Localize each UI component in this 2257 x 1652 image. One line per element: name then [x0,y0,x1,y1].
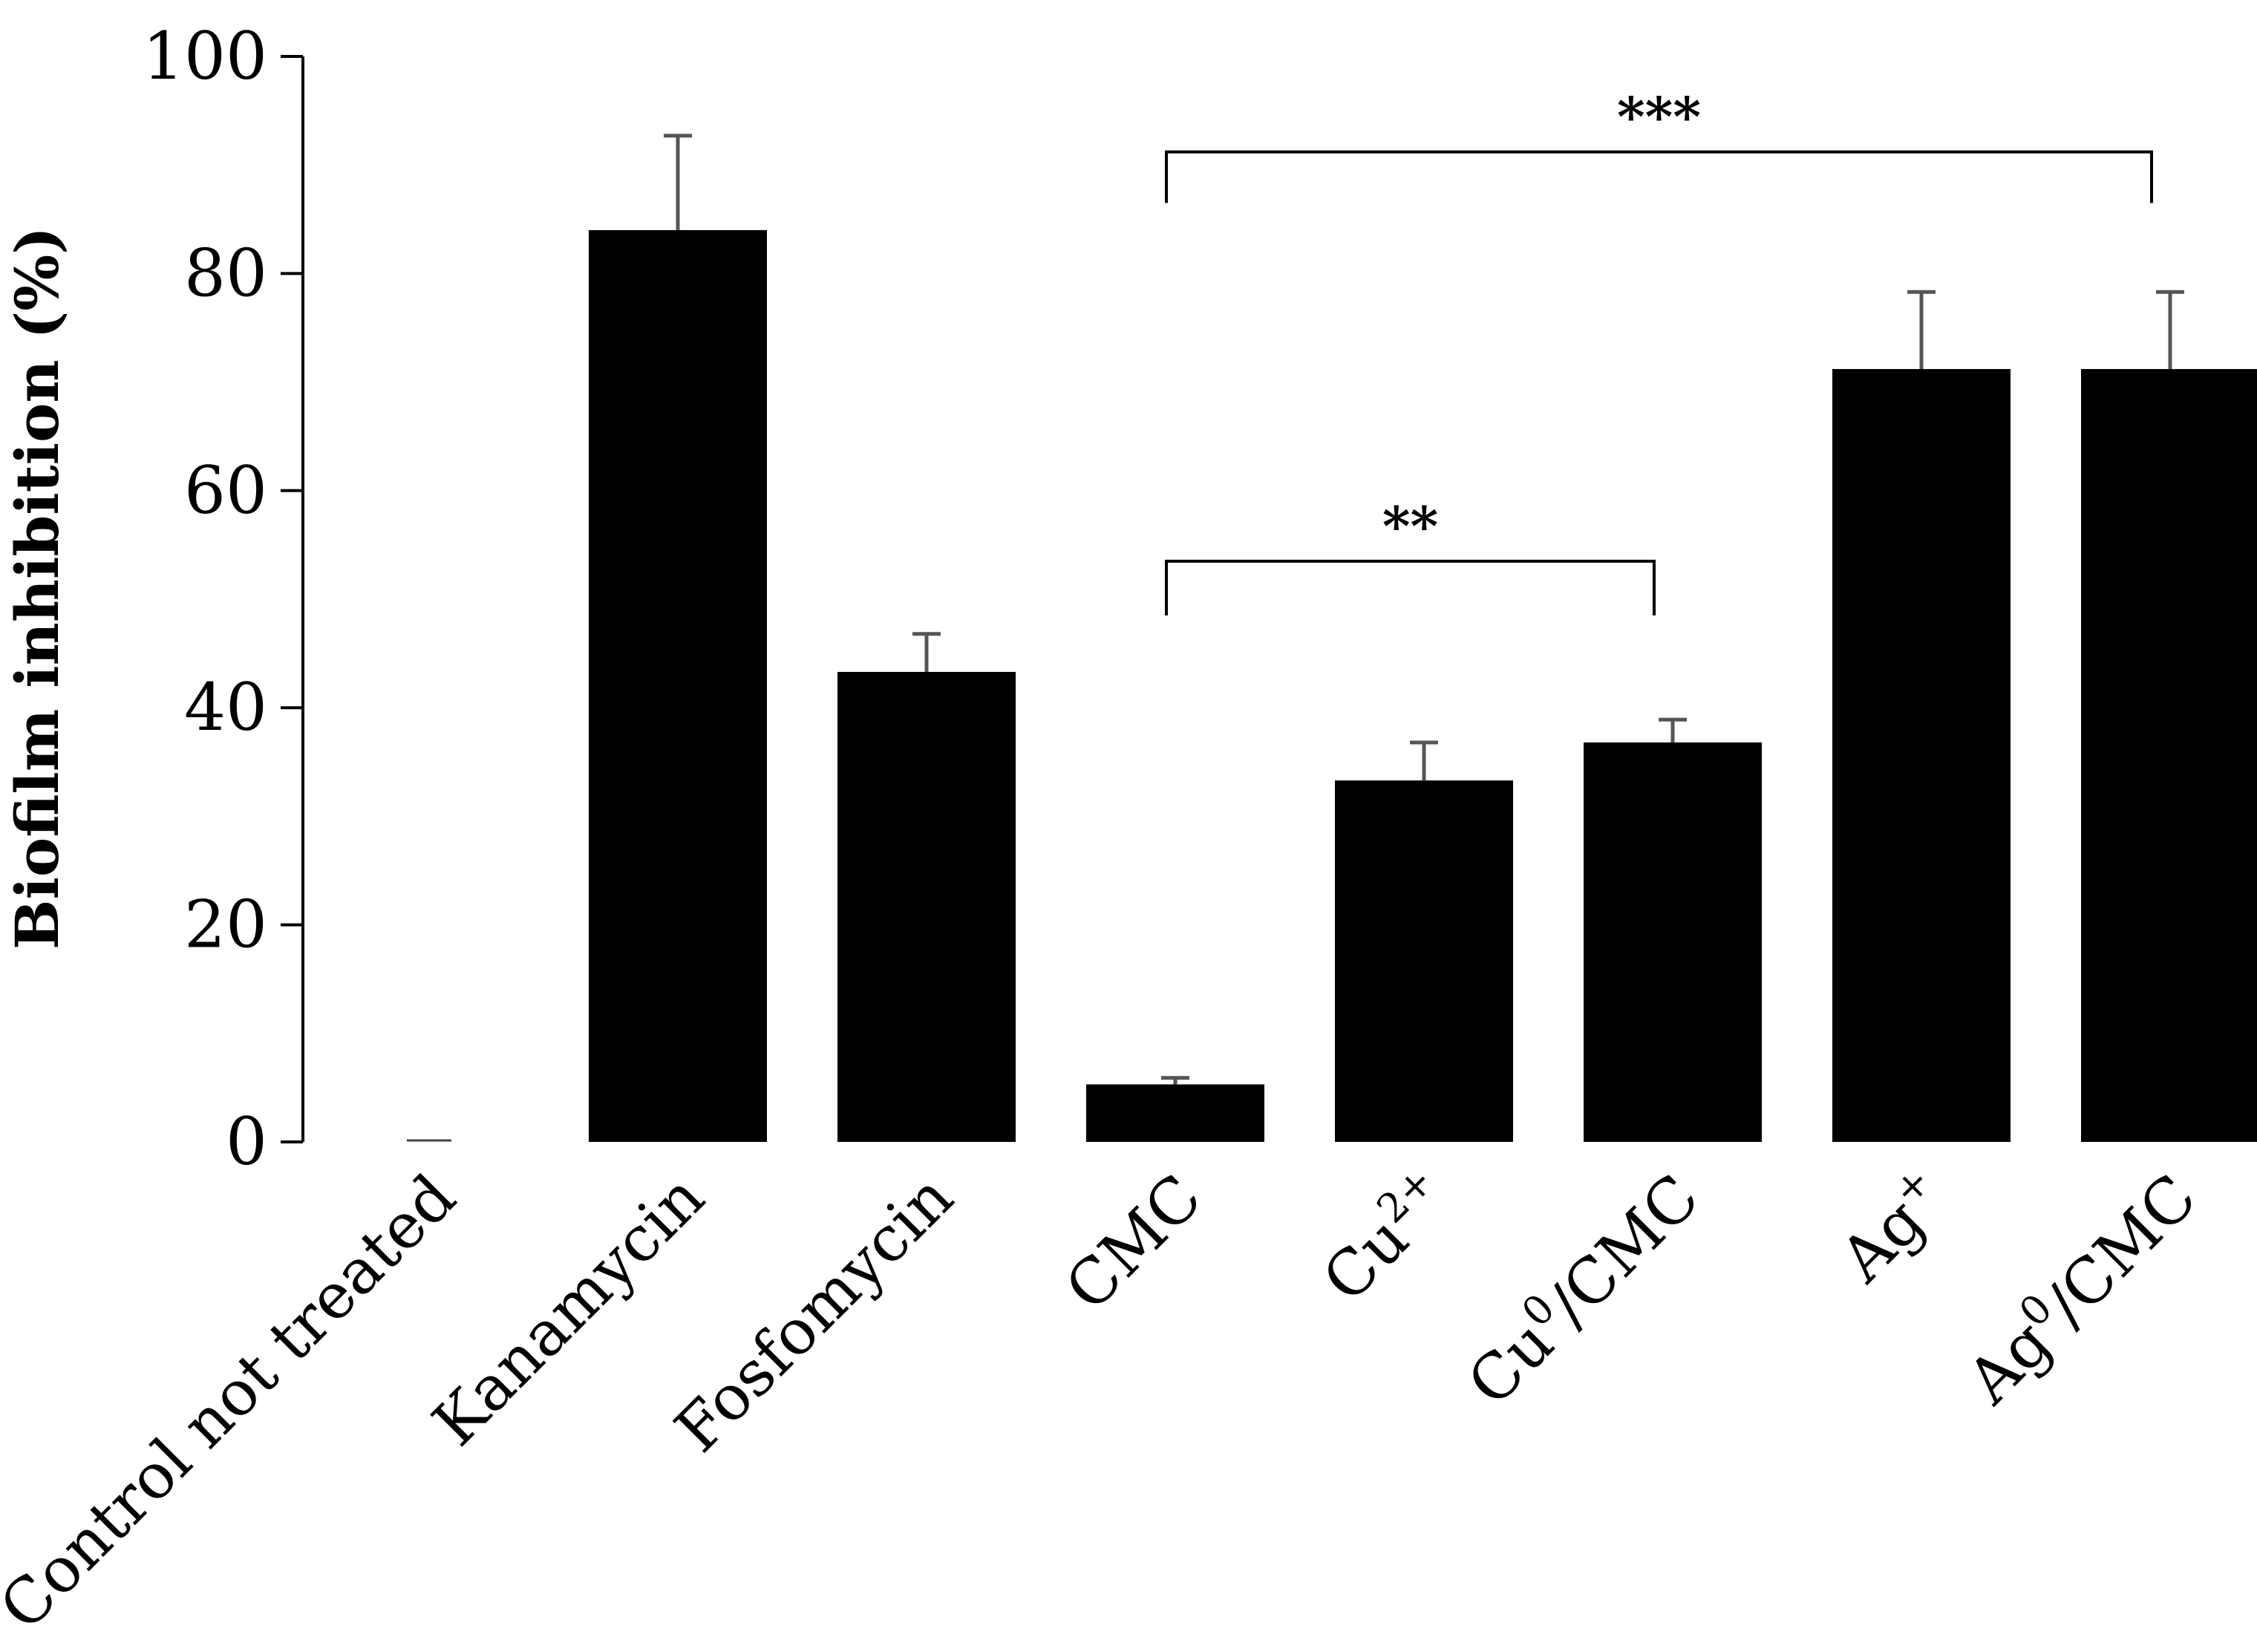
category-label: Cu0/CMC [1451,1158,1713,1420]
significance-label: *** [1617,85,1701,148]
bar [1832,369,2011,1142]
error-bars [664,134,2184,1085]
significance-bracket [1165,559,1656,616]
bar [1086,1084,1264,1142]
bars [407,229,2257,1142]
category-label: Ag+ [1823,1158,1962,1296]
significance-annotations: ***** [1165,85,2153,616]
y-axis: 0 20 40 60 80 100 [143,18,304,1180]
y-tick-label: 60 [184,452,267,529]
y-tick-label: 0 [226,1103,267,1180]
category-label: CMC [1051,1160,1215,1325]
category-label: Ag0/CMC [1950,1158,2210,1418]
category-label: Cu2+ [1306,1158,1465,1316]
y-tick-label: 100 [143,18,267,94]
significance-label: ** [1382,494,1438,558]
bar [2081,369,2257,1142]
bar [589,229,767,1142]
bar [1335,780,1513,1142]
y-axis-title: Biofilm inhibition (%) [2,226,72,950]
significance-bracket [1165,150,2153,203]
bar [837,671,1016,1142]
y-tick-label: 40 [184,669,267,745]
category-label: Control not treated [0,1160,469,1644]
y-tick-label: 80 [184,235,267,311]
y-tick-label: 20 [184,887,267,963]
bar [1584,742,1762,1142]
